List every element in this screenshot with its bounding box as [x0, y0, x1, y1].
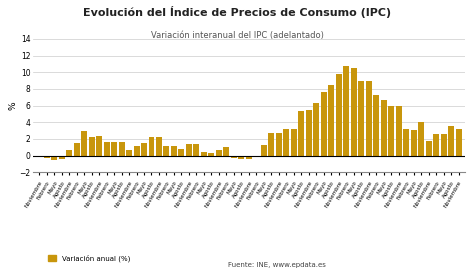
Bar: [306, 110, 312, 156]
Bar: [291, 129, 297, 156]
Bar: [336, 74, 342, 156]
Bar: [403, 129, 409, 156]
Bar: [193, 144, 200, 156]
Bar: [388, 106, 394, 156]
Bar: [298, 111, 304, 156]
Bar: [343, 66, 349, 156]
Bar: [164, 146, 170, 156]
Bar: [141, 143, 147, 156]
Bar: [201, 152, 207, 156]
Bar: [381, 100, 387, 156]
Bar: [178, 149, 184, 156]
Bar: [51, 156, 57, 160]
Bar: [246, 156, 252, 159]
Bar: [456, 129, 462, 156]
Bar: [365, 81, 372, 156]
Bar: [418, 122, 424, 156]
Bar: [426, 141, 431, 156]
Bar: [134, 146, 139, 156]
Bar: [373, 95, 379, 156]
Bar: [171, 146, 177, 156]
Legend: Variación anual (%): Variación anual (%): [46, 252, 133, 265]
Bar: [238, 156, 245, 159]
Bar: [283, 129, 289, 156]
Bar: [44, 156, 50, 158]
Bar: [73, 143, 80, 156]
Bar: [433, 134, 439, 156]
Bar: [209, 153, 214, 156]
Bar: [410, 130, 417, 156]
Bar: [440, 134, 447, 156]
Bar: [96, 136, 102, 156]
Bar: [313, 103, 319, 156]
Bar: [81, 131, 87, 156]
Bar: [126, 150, 132, 156]
Text: Fuente: INE, www.epdata.es: Fuente: INE, www.epdata.es: [228, 262, 325, 268]
Text: Evolución del Índice de Precios de Consumo (IPC): Evolución del Índice de Precios de Consu…: [83, 6, 391, 18]
Bar: [321, 92, 327, 156]
Bar: [59, 156, 64, 159]
Bar: [268, 133, 274, 156]
Bar: [66, 150, 72, 156]
Bar: [156, 137, 162, 156]
Bar: [276, 133, 282, 156]
Bar: [111, 142, 117, 156]
Bar: [351, 68, 356, 156]
Bar: [358, 81, 364, 156]
Bar: [148, 137, 155, 156]
Bar: [396, 106, 401, 156]
Y-axis label: %: %: [9, 101, 18, 110]
Bar: [118, 142, 125, 156]
Bar: [223, 147, 229, 156]
Bar: [104, 142, 109, 156]
Bar: [186, 144, 192, 156]
Bar: [328, 85, 334, 156]
Bar: [253, 156, 259, 157]
Bar: [261, 145, 267, 156]
Bar: [448, 126, 454, 156]
Text: Variación interanual del IPC (adelantado): Variación interanual del IPC (adelantado…: [151, 31, 323, 39]
Bar: [89, 137, 95, 156]
Bar: [216, 150, 222, 156]
Bar: [231, 156, 237, 158]
